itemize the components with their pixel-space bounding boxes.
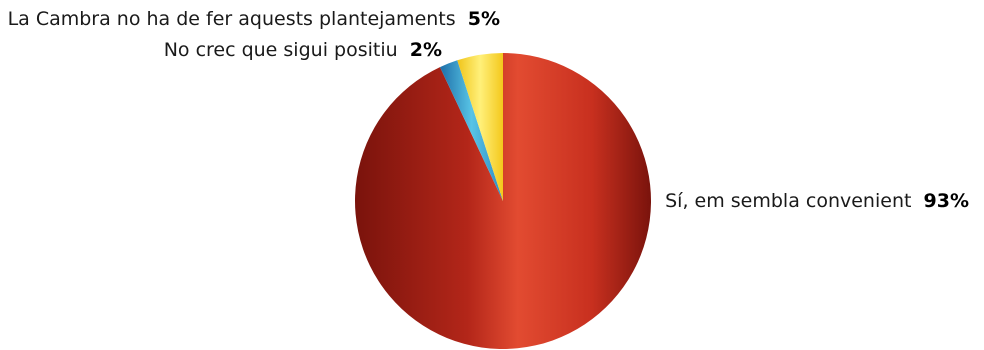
slice-label: No crec que sigui positiu 2% (164, 39, 442, 61)
slice-label-value: 5% (468, 8, 500, 30)
slice-label-value: 2% (410, 39, 442, 61)
slice-label-value: 93% (924, 190, 969, 212)
slice-label-name: Sí, em sembla convenient (665, 190, 923, 212)
slice-label: La Cambra no ha de fer aquests plantejam… (8, 8, 500, 30)
slice-label-name: No crec que sigui positiu (164, 39, 410, 61)
slice-label-name: La Cambra no ha de fer aquests plantejam… (8, 8, 468, 30)
pie-slice (457, 53, 503, 201)
pie-slice (355, 53, 652, 350)
pie-slice (439, 60, 503, 201)
slice-label: Sí, em sembla convenient 93% (665, 190, 969, 212)
